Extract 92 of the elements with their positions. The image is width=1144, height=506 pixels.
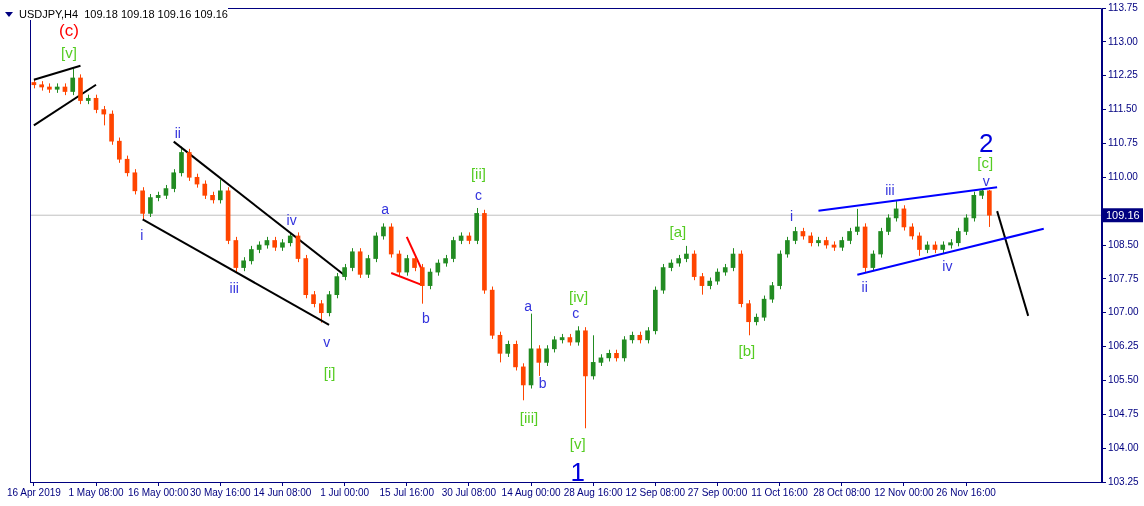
x-tick-label: 11 Oct 16:00 <box>751 486 809 498</box>
y-tick-label: 107.00 <box>1108 306 1140 318</box>
y-tick-label: 113.00 <box>1108 35 1139 47</box>
candlestick <box>249 245 254 265</box>
y-tick-label: 110.75 <box>1108 137 1139 149</box>
x-tick-label: 30 Jul 08:00 <box>441 486 497 498</box>
annotation: a <box>381 201 389 217</box>
y-tick-label: 107.75 <box>1108 272 1140 284</box>
candlestick <box>544 344 549 367</box>
y-tick-label: 113.75 <box>1108 1 1139 13</box>
x-tick-label: 28 Oct 08:00 <box>813 486 871 498</box>
candlestick <box>101 105 107 126</box>
y-tick-label: 108.50 <box>1108 238 1140 250</box>
annotation: iv <box>942 258 953 274</box>
annotation: [i] <box>323 363 336 381</box>
candlestick <box>575 325 580 347</box>
annotation: [v] <box>60 43 77 61</box>
candlestick <box>350 247 355 272</box>
candlestick <box>179 146 184 177</box>
candlestick <box>621 335 627 362</box>
annotation: b <box>422 310 430 326</box>
annotation: a <box>524 298 532 314</box>
candlestick <box>419 263 425 305</box>
annotation: iii <box>885 182 895 198</box>
annotation: ii <box>861 279 868 295</box>
candlestick <box>746 299 751 336</box>
candlestick <box>854 208 860 236</box>
annotation: [iv] <box>569 287 589 305</box>
y-tick-label: 111.50 <box>1108 103 1138 115</box>
x-tick-label: 30 May 16:00 <box>190 486 252 498</box>
annotation: v <box>323 334 331 350</box>
candlestick <box>140 186 145 220</box>
annotation: [iii] <box>519 408 539 426</box>
candlestick <box>769 281 775 304</box>
ref-line-label: 109.16 <box>1106 208 1140 221</box>
y-tick-label: 104.00 <box>1108 441 1140 453</box>
annotation: i <box>790 208 794 224</box>
annotation: iii <box>229 280 239 296</box>
annotation: [ii] <box>470 164 486 182</box>
annotation: [a] <box>669 222 687 240</box>
x-tick-label: 15 Jul 16:00 <box>379 486 435 498</box>
candlestick <box>955 227 961 247</box>
x-tick-label: 12 Nov 00:00 <box>874 486 935 498</box>
candlestick <box>404 254 410 277</box>
candlestick <box>202 179 208 200</box>
candlestick <box>886 213 891 236</box>
x-tick-label: 14 Jun 08:00 <box>253 486 312 498</box>
candlestick <box>78 73 83 105</box>
candlestick <box>917 231 922 257</box>
annotation: c <box>474 187 482 203</box>
candlestick <box>520 362 526 401</box>
candlestick <box>148 193 153 218</box>
annotation: c <box>572 305 580 321</box>
candlestick <box>117 137 122 164</box>
candlestick <box>513 340 518 371</box>
annotation: b <box>538 375 547 391</box>
annotation: [b] <box>738 341 756 359</box>
annotation: (c) <box>58 20 79 40</box>
candlestick <box>590 334 596 381</box>
candlestick <box>171 168 177 193</box>
annotation: i <box>140 227 144 243</box>
candlestick <box>691 249 697 281</box>
x-tick-label: 28 Aug 16:00 <box>563 486 624 498</box>
candlestick <box>373 231 379 263</box>
x-tick-label: 26 Nov 16:00 <box>936 486 997 498</box>
y-tick-label: 104.75 <box>1108 408 1140 420</box>
annotation: iv <box>286 212 297 228</box>
x-tick-label: 27 Sep 00:00 <box>687 486 748 498</box>
candlestick <box>536 344 542 377</box>
chart-title: USDJPY,H4 109.18 109.18 109.16 109.16 <box>19 8 228 20</box>
x-tick-label: 16 May 00:00 <box>127 486 189 498</box>
y-tick-label: 110.00 <box>1108 171 1139 183</box>
annotation: ii <box>174 125 181 141</box>
y-tick-label: 112.25 <box>1108 69 1139 81</box>
y-tick-label: 106.25 <box>1108 340 1140 352</box>
annotation: v <box>982 173 990 189</box>
x-tick-label: 16 Apr 2019 <box>6 486 62 498</box>
candlestick <box>878 227 883 259</box>
x-tick-label: 1 May 08:00 <box>68 486 124 498</box>
candlestick <box>785 236 790 259</box>
annotation: 1 <box>570 457 585 487</box>
candlestick <box>971 191 977 223</box>
candlestick <box>318 299 324 324</box>
candlestick <box>70 68 76 96</box>
candlestick <box>451 236 456 263</box>
y-tick-label: 103.25 <box>1108 475 1140 487</box>
annotation: [v] <box>569 434 586 452</box>
x-tick-label: 14 Aug 00:00 <box>501 486 561 498</box>
x-tick-label: 1 Jul 00:00 <box>320 486 370 498</box>
y-tick-label: 105.50 <box>1108 374 1140 386</box>
x-tick-label: 12 Sep 08:00 <box>625 486 686 498</box>
candlestick <box>217 179 223 204</box>
